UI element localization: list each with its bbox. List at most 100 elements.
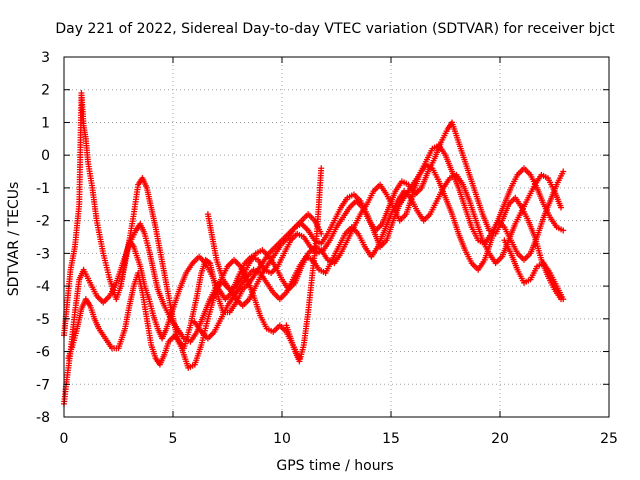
data-point-fill [552,190,564,209]
data-point-fill [496,219,506,229]
data-point-fill [306,212,317,222]
data-point-fill [275,252,287,268]
data-point-fill [288,337,298,353]
data-point-fill [243,255,253,265]
data-point-fill [534,186,546,206]
data-point-fill [194,272,204,297]
data-point-fill [184,262,195,275]
data-point-fill [554,285,566,300]
data-point-fill [300,212,310,222]
data-point-fill [384,193,396,209]
chart-title: Day 221 of 2022, Sidereal Day-to-day VTE… [55,21,615,37]
data-point-fill [431,143,440,151]
data-point-fill [192,344,204,366]
data-point-fill [364,213,376,232]
data-point-fill [273,242,284,255]
data-point-fill [175,327,186,340]
data-point-fill [179,347,191,369]
data-point-fill [467,200,479,222]
data-point-fill [469,226,481,242]
data-point-fill [463,249,474,264]
data-point-fill [314,167,325,235]
data-point-fill [116,327,128,350]
data-point-fill [546,177,557,192]
data-point-fill [516,166,526,177]
data-point-fill [209,236,220,261]
data-point-fill [142,285,152,300]
data-point-fill [284,324,293,340]
data-point-fill [251,295,263,317]
data-point-fill [467,174,479,196]
data-point-fill [382,213,394,232]
data-point-fill [228,284,238,292]
data-point-fill [234,275,245,288]
data-point-fill [258,271,269,284]
data-point-fill [150,268,161,291]
data-point-fill [287,225,297,236]
data-point-fill [554,170,566,186]
data-point-fill [297,255,308,268]
data-point-fill [507,196,517,206]
data-point-fill [499,203,511,222]
data-point-fill [193,321,204,333]
x-tick-label: 0 [60,431,69,447]
data-point-fill [103,337,114,350]
data-point-fill [78,92,87,127]
data-point-fill [555,225,565,233]
data-point-fill [513,210,524,225]
data-point-fill [159,327,169,340]
data-point-fill [152,226,163,251]
data-point-fill [197,255,208,265]
data-point-fill [323,259,335,274]
y-tick-label: 3 [41,50,50,66]
data-point-fill [66,344,75,359]
data-point-fill [144,187,154,209]
data-point-fill [495,203,507,222]
series-track-d [117,175,325,352]
data-point-fill [508,174,520,189]
data-point-fill [336,232,348,248]
data-point-fill [127,229,138,245]
data-point-fill [107,282,119,297]
data-point-fill [410,174,422,196]
data-point-fill [282,239,293,255]
data-point-fill [528,236,540,255]
data-point-fill [437,144,448,157]
data-point-fill [358,203,369,216]
data-point-fill [445,121,454,131]
y-tick-label: 1 [41,115,50,131]
data-point-fill [258,314,269,330]
data-point-fill [206,330,216,340]
data-point-fill [64,269,74,304]
data-point-fill [483,232,493,245]
data-point-fill [449,121,459,137]
data-point-fill [470,261,480,272]
data-point-fill [140,177,149,189]
data-point-fill [111,345,120,352]
data-point-fill [393,180,404,193]
data-point-fill [389,200,400,215]
data-point-fill [374,222,384,232]
data-point-fill [305,254,314,262]
data-point-fill [263,267,272,275]
y-tick-label: 0 [41,148,50,164]
y-tick-label: -2 [36,214,50,230]
data-point-fill [273,265,284,281]
data-point [560,227,567,234]
x-tick-label: 25 [600,431,618,447]
x-tick-label: 15 [382,431,400,447]
data-point-fill [502,239,513,255]
x-tick-labels: 0 5 10 15 20 25 [60,431,618,447]
data-point-fill [234,288,245,304]
data-point-fill [398,193,408,206]
y-tick-label: -6 [36,345,50,361]
data-point-fill [332,252,343,265]
data-point-fill [526,219,538,238]
data-point-fill [232,258,242,268]
data-point-fill [508,252,520,271]
data-point-fill [240,262,252,278]
data-point-fill [528,265,539,281]
data-point-fill [523,277,532,285]
data-point-fill [201,298,213,317]
data-point-fill [375,229,387,248]
